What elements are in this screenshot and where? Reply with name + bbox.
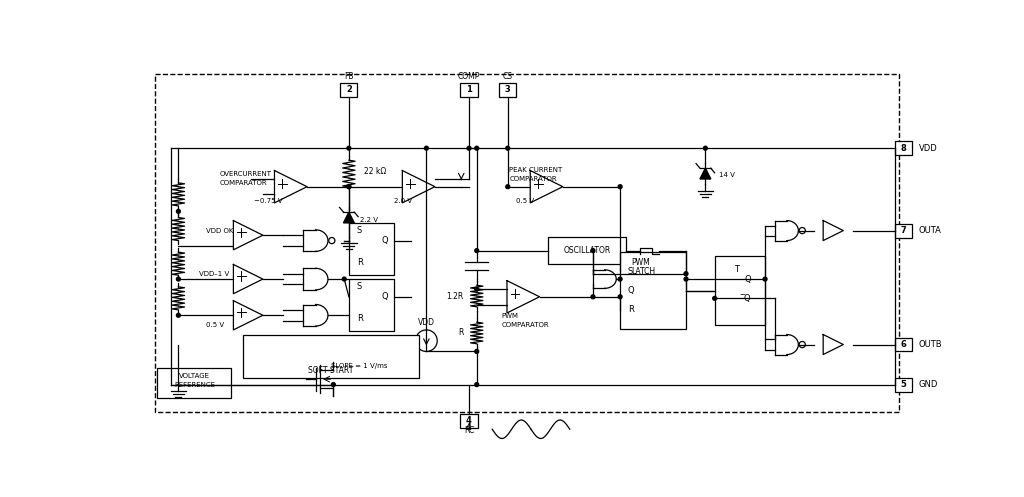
- Polygon shape: [343, 212, 354, 223]
- Circle shape: [347, 185, 351, 189]
- Text: VDD: VDD: [418, 319, 435, 328]
- Text: 5: 5: [901, 380, 906, 389]
- Text: 0.5 V: 0.5 V: [515, 197, 534, 204]
- Text: Q: Q: [382, 292, 389, 301]
- Text: SLOPE = 1 V/ms: SLOPE = 1 V/ms: [331, 363, 387, 369]
- Circle shape: [591, 295, 595, 299]
- Circle shape: [506, 146, 510, 150]
- Circle shape: [713, 296, 717, 300]
- Circle shape: [684, 277, 688, 281]
- Text: 1.2R: 1.2R: [446, 292, 464, 301]
- Text: CS: CS: [503, 72, 513, 81]
- Text: 4: 4: [466, 423, 472, 432]
- Text: Q: Q: [628, 286, 635, 295]
- Text: S: S: [356, 282, 361, 291]
- Text: S: S: [628, 267, 633, 276]
- Bar: [548, 237, 626, 264]
- Text: PWM: PWM: [502, 313, 518, 319]
- Text: 4: 4: [466, 416, 472, 425]
- Circle shape: [176, 277, 180, 281]
- Text: COMP: COMP: [458, 72, 480, 81]
- Text: RC: RC: [464, 426, 474, 435]
- Text: −0.75 V: −0.75 V: [255, 197, 283, 204]
- Polygon shape: [700, 168, 711, 179]
- Text: PWM: PWM: [632, 257, 650, 267]
- Text: ̅Q: ̅Q: [744, 294, 752, 303]
- Bar: [349, 223, 394, 275]
- Bar: [243, 335, 420, 378]
- Text: COMPARATOR: COMPARATOR: [509, 176, 557, 182]
- Bar: [349, 279, 394, 331]
- Circle shape: [618, 277, 622, 281]
- Text: Q: Q: [744, 274, 752, 284]
- Circle shape: [475, 383, 478, 387]
- Text: FB: FB: [344, 72, 353, 81]
- Circle shape: [176, 313, 180, 317]
- Text: R: R: [356, 314, 362, 323]
- Text: OSCILLATOR: OSCILLATOR: [563, 246, 610, 255]
- Text: S: S: [356, 226, 361, 235]
- Text: VDD–1 V: VDD–1 V: [200, 271, 229, 277]
- Text: Q: Q: [382, 236, 389, 245]
- Circle shape: [475, 248, 478, 252]
- Text: LATCH: LATCH: [632, 267, 656, 276]
- Bar: [895, 337, 912, 351]
- Text: 0.5 V: 0.5 V: [206, 322, 223, 329]
- Circle shape: [475, 146, 478, 150]
- Text: 2.0 V: 2.0 V: [394, 197, 413, 204]
- Circle shape: [703, 146, 708, 150]
- Text: SOFT START: SOFT START: [308, 366, 353, 375]
- Text: 2.2 V: 2.2 V: [360, 217, 379, 223]
- Text: VDD: VDD: [919, 144, 937, 153]
- Bar: [155, 74, 899, 413]
- Text: VOLTAGE: VOLTAGE: [179, 373, 210, 379]
- Bar: [461, 83, 477, 96]
- Circle shape: [618, 295, 622, 299]
- Text: OUTB: OUTB: [919, 340, 942, 349]
- Text: REFERENCE: REFERENCE: [174, 382, 215, 388]
- Text: OVERCURRENT: OVERCURRENT: [219, 170, 271, 176]
- Circle shape: [467, 146, 471, 150]
- Circle shape: [506, 185, 510, 189]
- Bar: [895, 141, 912, 155]
- Circle shape: [347, 185, 351, 189]
- Bar: [621, 252, 686, 329]
- Circle shape: [342, 277, 346, 281]
- Circle shape: [618, 185, 622, 189]
- Circle shape: [763, 277, 767, 281]
- Circle shape: [591, 248, 595, 252]
- Text: VDD OK: VDD OK: [206, 228, 232, 234]
- Circle shape: [332, 383, 335, 387]
- Text: 6: 6: [901, 340, 906, 349]
- Circle shape: [424, 146, 428, 150]
- Bar: [158, 368, 231, 399]
- Text: 14 V: 14 V: [719, 172, 734, 178]
- Circle shape: [176, 209, 180, 213]
- Text: 3: 3: [505, 85, 511, 94]
- Text: T: T: [734, 264, 739, 273]
- Text: 22 kΩ: 22 kΩ: [365, 167, 387, 176]
- Text: 2: 2: [346, 85, 352, 94]
- Text: COMPARATOR: COMPARATOR: [219, 180, 267, 186]
- Text: R: R: [356, 257, 362, 267]
- Text: R: R: [628, 305, 634, 315]
- Circle shape: [684, 272, 688, 276]
- Text: OUTA: OUTA: [919, 226, 941, 235]
- Bar: [895, 224, 912, 238]
- Circle shape: [347, 146, 351, 150]
- Text: PEAK CURRENT: PEAK CURRENT: [509, 167, 562, 173]
- Text: 7: 7: [901, 226, 906, 235]
- Circle shape: [475, 349, 478, 353]
- Circle shape: [475, 287, 478, 291]
- Bar: [895, 378, 912, 392]
- Text: R: R: [458, 329, 464, 337]
- Text: 8: 8: [901, 144, 906, 153]
- Bar: [461, 414, 477, 428]
- Text: COMPARATOR: COMPARATOR: [502, 322, 549, 329]
- Bar: [500, 83, 516, 96]
- Text: GND: GND: [919, 380, 938, 389]
- Text: 1: 1: [466, 85, 472, 94]
- Bar: [715, 256, 765, 326]
- Bar: [340, 83, 357, 96]
